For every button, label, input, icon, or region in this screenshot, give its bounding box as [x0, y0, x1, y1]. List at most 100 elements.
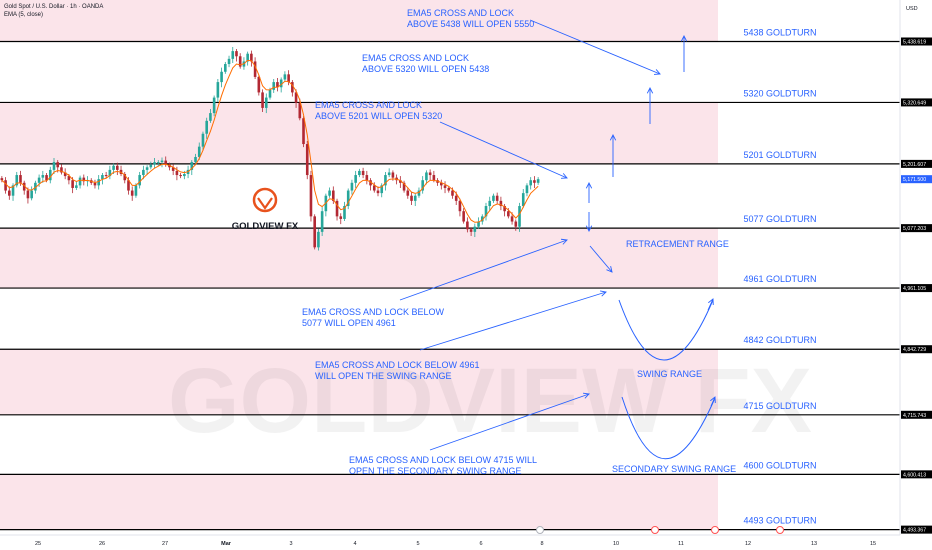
annotation-retracement-range: RETRACEMENT RANGE: [626, 239, 729, 249]
arrow-below-4961-head: [600, 290, 607, 297]
candle-body: [287, 74, 290, 83]
candle-body: [365, 175, 369, 181]
event-marker-icon[interactable]: [536, 526, 544, 534]
annotation-ema-above-5438: ABOVE 5438 WILL OPEN 5550: [407, 19, 534, 29]
candle-body: [507, 211, 510, 217]
event-marker-icon[interactable]: [711, 526, 719, 534]
event-marker-icon[interactable]: [651, 526, 659, 534]
candle-body: [56, 162, 60, 168]
level-label: 4842 GOLDTURN: [743, 335, 816, 345]
candle-body: [268, 89, 272, 98]
price-axis-bg[interactable]: [900, 0, 932, 550]
candle-body: [82, 177, 86, 182]
candle-body: [350, 182, 354, 191]
level-price-tag-text: 4,961.105: [903, 286, 926, 292]
candle-body: [369, 180, 372, 186]
candle-body: [190, 162, 194, 170]
candle-body: [488, 200, 492, 207]
candle-body: [413, 195, 417, 201]
candle-body: [298, 102, 302, 119]
candle-body: [443, 185, 447, 188]
candle-body: [15, 175, 19, 186]
candle-body: [536, 179, 540, 183]
candle-body: [510, 216, 514, 222]
arrow-to-5201: [439, 121, 568, 179]
candle-body: [11, 185, 15, 196]
level-label: 4961 GOLDTURN: [743, 274, 816, 284]
candle-body: [454, 195, 458, 201]
candle-body: [171, 167, 175, 171]
candle-body: [160, 160, 164, 163]
candle-body: [372, 185, 376, 191]
candle-body: [227, 58, 231, 65]
candle-body: [101, 175, 104, 180]
candle-body: [328, 190, 331, 196]
level-label: 4600 GOLDTURN: [743, 460, 816, 470]
secondary-swing-arrow: [710, 396, 716, 407]
time-tick-label: 25: [35, 541, 41, 547]
level-price-tag-text: 5,320.649: [903, 100, 926, 106]
candle-body: [37, 177, 41, 183]
arrow-to-5550-head: [653, 69, 661, 75]
candle-body: [428, 172, 432, 176]
candle-body: [164, 160, 168, 165]
candle-body: [466, 221, 469, 230]
candle-body: [48, 169, 52, 181]
candle-body: [175, 170, 179, 176]
time-tick-label: 3: [289, 541, 292, 547]
logo-mark-icon: [252, 187, 278, 213]
candle-body: [45, 175, 48, 181]
zone-band: [0, 102, 718, 164]
annotation-ema-above-5201: EMA5 CROSS AND LOCK: [315, 100, 422, 110]
candle-body: [410, 195, 413, 201]
arrow-below-4961: [419, 291, 607, 351]
candle-body: [220, 71, 223, 83]
candle-body: [52, 162, 56, 170]
annotation-swing-range: SWING RANGE: [637, 369, 702, 379]
time-tick-label: 8: [540, 541, 543, 547]
candle-body: [194, 156, 197, 163]
candle-body: [376, 190, 380, 194]
logo-v-icon: [257, 197, 273, 210]
arrow-to-5550: [529, 19, 661, 75]
candle-body: [209, 113, 212, 121]
candle-body: [127, 180, 130, 191]
annotation-ema-below-4961: EMA5 CROSS AND LOCK BELOW 4961: [315, 360, 480, 370]
arrow-down-4961-head: [606, 266, 613, 273]
candle-body: [205, 120, 208, 134]
candle-body: [8, 190, 11, 196]
zone-layer: [0, 0, 718, 530]
candle-body: [123, 174, 127, 181]
candle-body: [238, 56, 242, 67]
candle-body: [302, 118, 305, 145]
candle-body: [142, 169, 145, 176]
candle-body: [34, 182, 37, 191]
arrow-down-4961: [589, 245, 613, 273]
candle-body: [421, 180, 424, 191]
annotation-ema-above-5201: ABOVE 5201 WILL OPEN 5320: [315, 111, 442, 121]
price-axis: USD5,550.4435,438.6195,320.6495,201.6075…: [899, 0, 932, 550]
zone-band: [0, 474, 718, 530]
arrow-to-5201-head: [560, 173, 568, 179]
candle-body: [149, 164, 153, 168]
secondary-swing-curve: [621, 396, 716, 460]
candle-body: [197, 146, 201, 157]
candle-body: [224, 64, 227, 72]
time-tick-label: 26: [99, 541, 105, 547]
annotation-ema-above-5320: EMA5 CROSS AND LOCK: [362, 53, 469, 63]
candle-body: [67, 176, 71, 181]
candle-body: [387, 172, 391, 176]
candle-body: [499, 200, 503, 207]
candle-body: [212, 97, 216, 114]
event-marker-icon[interactable]: [776, 526, 784, 534]
candle-body: [503, 206, 506, 212]
arrow-below-4715-head: [582, 392, 590, 399]
level-price-tag-text: 5,077.203: [903, 226, 926, 232]
candle-body: [253, 61, 257, 77]
annotation-ema-above-5320: ABOVE 5320 WILL OPEN 5438: [362, 64, 489, 74]
level-price-tag: [901, 470, 932, 479]
level-label: 4715 GOLDTURN: [743, 401, 816, 411]
